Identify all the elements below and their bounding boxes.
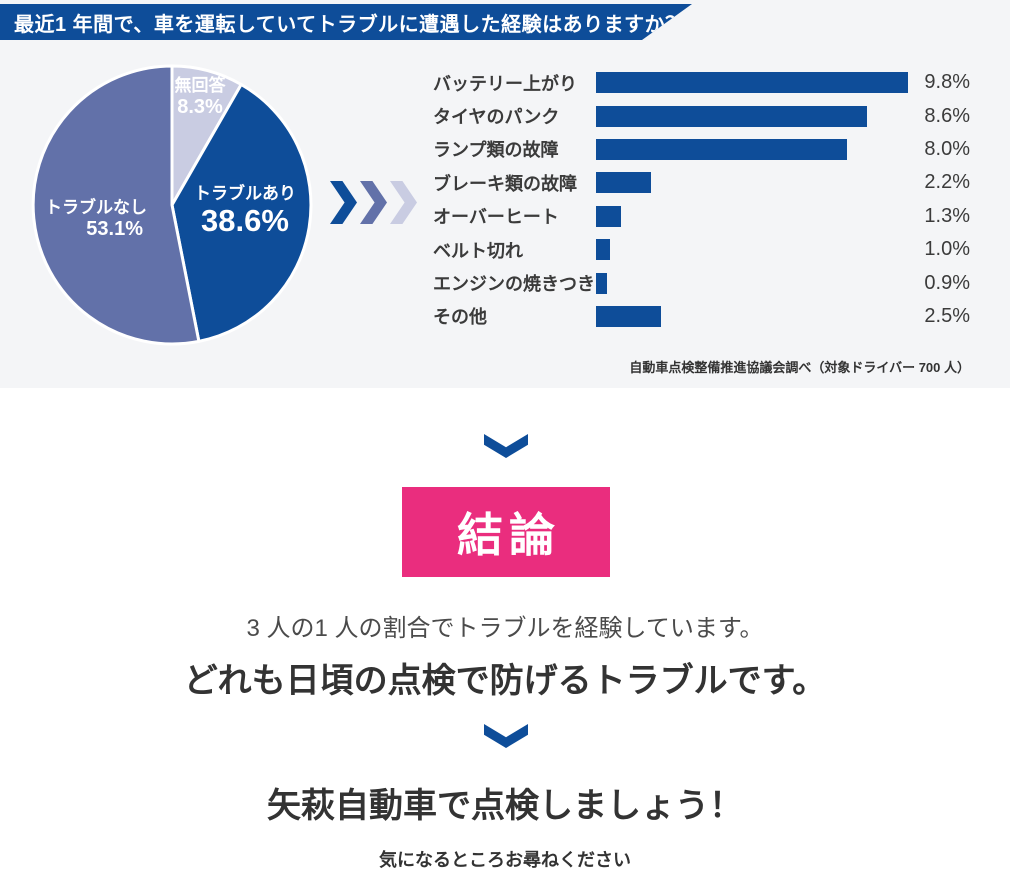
chevron-down-icon: [484, 434, 528, 458]
bar-label: ブレーキ類の故障: [433, 173, 577, 194]
bar-value: 2.5%: [924, 304, 970, 327]
bar-value: 1.3%: [924, 204, 970, 227]
pie-label-trouble-yes: トラブルあり 38.6%: [179, 184, 311, 238]
bar: [596, 205, 621, 227]
pie-slice-value: 8.3%: [177, 95, 223, 118]
bar-row: ランプ類の故障 8.0%: [433, 133, 970, 166]
bar-row: ベルト切れ 1.0%: [433, 233, 970, 266]
pie-label-trouble-no: トラブルなし 53.1%: [35, 198, 147, 241]
pie-slice-value: 53.1%: [86, 217, 143, 240]
conclusion-line-1: 3 人の1 人の割合でトラブルを経験しています。: [246, 615, 764, 642]
conclusion-line-2: どれも日頃の点検で防げるトラブルです。: [183, 662, 827, 700]
chevron-right-icon: [390, 181, 417, 224]
bar: [596, 272, 607, 294]
pie-slice-label: トラブルあり: [194, 184, 296, 203]
bar-label: タイヤのパンク: [433, 107, 560, 128]
bar-value: 8.0%: [924, 137, 970, 160]
bar: [596, 305, 661, 327]
survey-panel: 最近1 年間で、車を運転していてトラブルに遭遇した経験はありますか？ 無回答 8…: [0, 0, 1010, 388]
bar-value: 0.9%: [924, 271, 970, 294]
chevron-right-icon: [330, 181, 357, 224]
bar-label: エンジンの焼きつき: [433, 274, 595, 295]
bar-label: オーバーヒート: [433, 207, 559, 228]
bar-label: ベルト切れ: [433, 240, 523, 261]
header-bar: 最近1 年間で、車を運転していてトラブルに遭遇した経験はありますか？: [0, 4, 692, 40]
survey-question-title: 最近1 年間で、車を運転していてトラブルに遭遇した経験はありますか？: [14, 13, 686, 36]
bar-value: 2.2%: [924, 171, 970, 194]
bar-value: 9.8%: [924, 71, 970, 94]
bar: [596, 105, 867, 127]
bar: [596, 239, 610, 261]
bar-value: 8.6%: [924, 104, 970, 127]
chevron-down-icon: [484, 724, 528, 748]
chevron-right-icon: [360, 181, 387, 224]
pie-chart-svg: [31, 64, 313, 346]
bar-chart: バッテリー上がり 9.8% タイヤのパンク 8.6% ランプ類の故障 8.0% ブレーキ類の…: [433, 66, 970, 334]
bar-label: その他: [433, 307, 487, 328]
bar-label: ランプ類の故障: [433, 140, 559, 161]
pie-slice-label: トラブルなし: [45, 198, 147, 217]
bar: [596, 138, 847, 160]
footnote-text: 気になるところお尋ねください: [379, 850, 631, 870]
source-note: 自動車点検整備推進協議会調べ（対象ドライバー 700 人）: [629, 360, 970, 375]
bar: [596, 72, 908, 94]
bar-row: ブレーキ類の故障 2.2%: [433, 166, 970, 199]
bar-row: エンジンの焼きつき 0.9%: [433, 266, 970, 299]
pie-slice-1: [170, 83, 313, 343]
cta-text: 矢萩自動車で点検しましょう！: [267, 787, 743, 825]
pie-slice-value: 38.6%: [201, 202, 289, 238]
bar-label: バッテリー上がり: [433, 73, 577, 94]
pie-slice-2: [31, 64, 201, 346]
pie-chart: 無回答 8.3% トラブルあり 38.6% トラブルなし 53.1%: [27, 60, 317, 350]
bar-row: バッテリー上がり 9.8%: [433, 66, 970, 99]
bar-value: 1.0%: [924, 238, 970, 261]
bar-row: その他 2.5%: [433, 300, 970, 333]
conclusion-badge: 結論: [402, 487, 610, 577]
bar-row: オーバーヒート 1.3%: [433, 200, 970, 233]
pie-label-no-answer: 無回答 8.3%: [150, 76, 250, 119]
bar: [596, 172, 651, 194]
pie-slice-label: 無回答: [174, 76, 226, 95]
bar-row: タイヤのパンク 8.6%: [433, 99, 970, 132]
